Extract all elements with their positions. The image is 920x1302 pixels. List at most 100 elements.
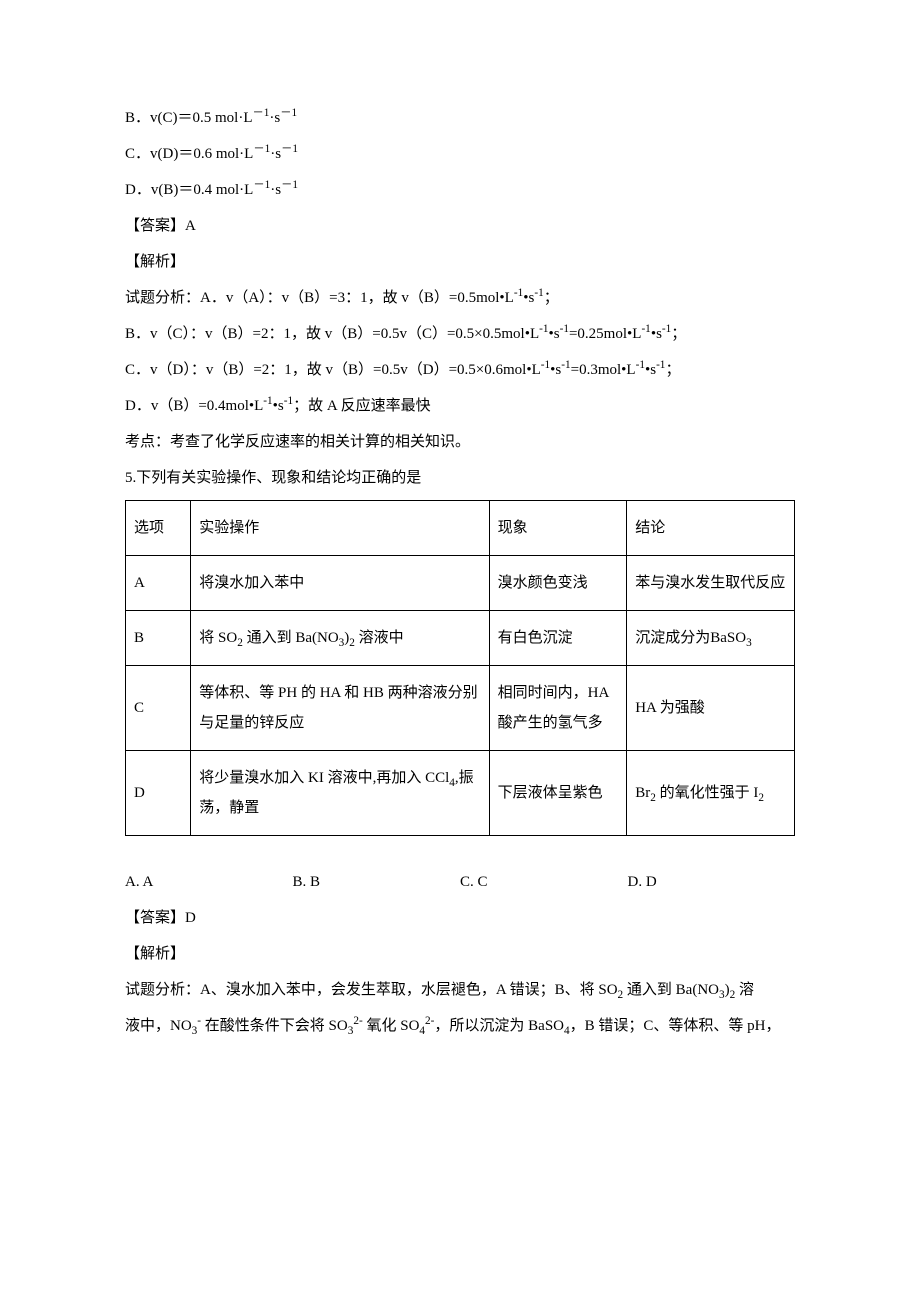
cell: 相同时间内，HA 酸产生的氢气多 <box>489 666 627 751</box>
cell: A <box>126 556 191 611</box>
text: ； <box>665 362 680 378</box>
cell-header: 实验操作 <box>191 501 489 556</box>
sup: -1 <box>561 359 570 371</box>
text: B．v（C）：v（B）=2：1，故 v（B）=0.5v（C）=0.5×0.5mo… <box>125 326 539 342</box>
cell: Br2 的氧化性强于 I2 <box>627 751 795 836</box>
question-5: 5.下列有关实验操作、现象和结论均正确的是 <box>125 460 795 496</box>
option-a: A. A <box>125 864 293 900</box>
sup: －1 <box>281 179 298 191</box>
analysis-c: C．v（D）：v（B）=2：1，故 v（B）=0.5v（D）=0.5×0.6mo… <box>125 352 795 388</box>
option-c: C. C <box>460 864 628 900</box>
experiment-table: 选项 实验操作 现象 结论 A 将溴水加入苯中 溴水颜色变浅 苯与溴水发生取代反… <box>125 500 795 836</box>
text: •s <box>523 290 534 306</box>
text: C．v(D)＝0.6 mol·L <box>125 146 253 162</box>
answer-label: 【答案】A <box>125 208 795 244</box>
analysis-d: D．v（B）=0.4mol•L-1•s-1；故 A 反应速率最快 <box>125 388 795 424</box>
text: ·s <box>269 110 280 126</box>
text: Br <box>635 785 650 801</box>
text: 沉淀成分为BaSO <box>635 630 746 646</box>
option-c-line: C．v(D)＝0.6 mol·L－1·s－1 <box>125 136 795 172</box>
text: ，所以沉淀为 BaSO <box>434 1018 564 1034</box>
text: D．v(B)＝0.4 mol·L <box>125 182 253 198</box>
text: 液中，NO <box>125 1018 192 1034</box>
exam-point: 考点：考查了化学反应速率的相关计算的相关知识。 <box>125 424 795 460</box>
option-d-line: D．v(B)＝0.4 mol·L－1·s－1 <box>125 172 795 208</box>
cell: 下层液体呈紫色 <box>489 751 627 836</box>
text: 通入到 Ba(NO <box>623 982 719 998</box>
text: •s <box>651 326 662 342</box>
option-b: B. B <box>293 864 461 900</box>
cell: 将溴水加入苯中 <box>191 556 489 611</box>
table-row: C 等体积、等 PH 的 HA 和 HB 两种溶液分别与足量的锌反应 相同时间内… <box>126 666 795 751</box>
table-row: B 将 SO2 通入到 Ba(NO3)2 溶液中 有白色沉淀 沉淀成分为BaSO… <box>126 611 795 666</box>
sup: -1 <box>662 323 671 335</box>
sup: -1 <box>541 359 550 371</box>
cell: 将 SO2 通入到 Ba(NO3)2 溶液中 <box>191 611 489 666</box>
cell: D <box>126 751 191 836</box>
cell: B <box>126 611 191 666</box>
explain-header: 【解析】 <box>125 244 795 280</box>
sup: -1 <box>263 395 272 407</box>
cell-header: 结论 <box>627 501 795 556</box>
table-row: 选项 实验操作 现象 结论 <box>126 501 795 556</box>
text: C．v（D）：v（B）=2：1，故 v（B）=0.5v（D）=0.5×0.6mo… <box>125 362 541 378</box>
text: 溶液中 <box>355 630 404 646</box>
text: •s <box>549 326 560 342</box>
sup: 2- <box>353 1015 362 1027</box>
text: •s <box>550 362 561 378</box>
sup: －1 <box>280 107 297 119</box>
text: =0.3mol•L <box>571 362 636 378</box>
sup: -1 <box>539 323 548 335</box>
text: 试题分析：A、溴水加入苯中，会发生萃取，水层褪色，A 错误；B、将 SO <box>125 982 618 998</box>
analysis-a: 试题分析：A．v（A）：v（B）=3：1，故 v（B）=0.5mol•L-1•s… <box>125 280 795 316</box>
text: ，B 错误；C、等体积、等 pH， <box>570 1018 781 1034</box>
option-d: D. D <box>628 864 796 900</box>
cell: 有白色沉淀 <box>489 611 627 666</box>
table-row: A 将溴水加入苯中 溴水颜色变浅 苯与溴水发生取代反应 <box>126 556 795 611</box>
cell-header: 现象 <box>489 501 627 556</box>
cell: 溴水颜色变浅 <box>489 556 627 611</box>
text: ·s <box>270 182 281 198</box>
text: 在酸性条件下会将 SO <box>201 1018 348 1034</box>
text: 将少量溴水加入 KI 溶液中,再加入 CCl <box>199 770 449 786</box>
sub: 2 <box>758 792 764 804</box>
sup: -1 <box>284 395 293 407</box>
answer-options-row: A. A B. B C. C D. D <box>125 864 795 900</box>
cell: 等体积、等 PH 的 HA 和 HB 两种溶液分别与足量的锌反应 <box>191 666 489 751</box>
text: ； <box>671 326 686 342</box>
cell: 苯与溴水发生取代反应 <box>627 556 795 611</box>
analysis-b: B．v（C）：v（B）=2：1，故 v（B）=0.5v（C）=0.5×0.5mo… <box>125 316 795 352</box>
text: ；故 A 反应速率最快 <box>293 398 431 414</box>
text: B．v(C)＝0.5 mol·L <box>125 110 253 126</box>
sup: -1 <box>534 287 543 299</box>
text: 的氧化性强于 I <box>656 785 759 801</box>
sub: 3 <box>746 637 752 649</box>
text: 试题分析：A．v（A）：v（B）=3：1，故 v（B）=0.5mol•L <box>125 290 514 306</box>
sup: －1 <box>281 143 298 155</box>
sup: －1 <box>253 107 270 119</box>
text: 将 SO <box>199 630 237 646</box>
answer5-label: 【答案】D <box>125 900 795 936</box>
cell: 将少量溴水加入 KI 溶液中,再加入 CCl4,振荡，静置 <box>191 751 489 836</box>
text: ； <box>544 290 559 306</box>
text: 氧化 SO <box>363 1018 420 1034</box>
sup: -1 <box>641 323 650 335</box>
text: ·s <box>270 146 281 162</box>
cell-header: 选项 <box>126 501 191 556</box>
text: 溶 <box>735 982 754 998</box>
cell: 沉淀成分为BaSO3 <box>627 611 795 666</box>
text: •s <box>645 362 656 378</box>
sup: -1 <box>514 287 523 299</box>
cell: HA 为强酸 <box>627 666 795 751</box>
sup: -1 <box>560 323 569 335</box>
cell: C <box>126 666 191 751</box>
sup: －1 <box>253 179 270 191</box>
option-b-line: B．v(C)＝0.5 mol·L－1·s－1 <box>125 100 795 136</box>
sup: -1 <box>636 359 645 371</box>
sup: －1 <box>253 143 270 155</box>
text: D．v（B）=0.4mol•L <box>125 398 263 414</box>
table-row: D 将少量溴水加入 KI 溶液中,再加入 CCl4,振荡，静置 下层液体呈紫色 … <box>126 751 795 836</box>
explain5-p2: 液中，NO3- 在酸性条件下会将 SO32- 氧化 SO42-，所以沉淀为 Ba… <box>125 1008 795 1044</box>
text: =0.25mol•L <box>569 326 641 342</box>
explain5-header: 【解析】 <box>125 936 795 972</box>
